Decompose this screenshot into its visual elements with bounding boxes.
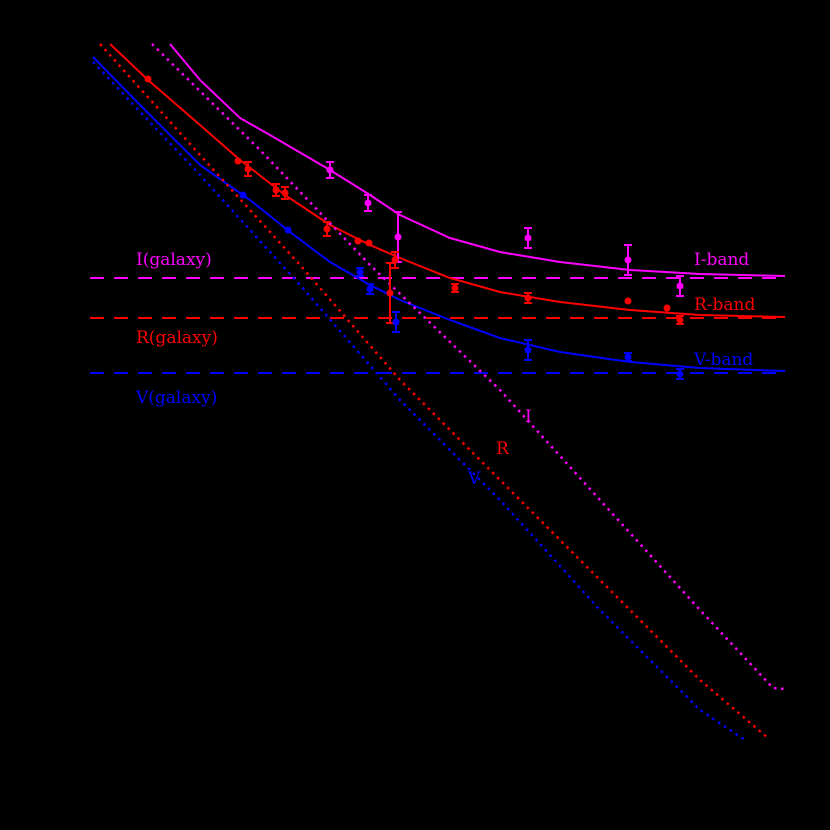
- data-point: [676, 370, 684, 378]
- galaxy-level-label: R(galaxy): [136, 328, 218, 348]
- galaxy-level-lines: [90, 277, 785, 374]
- band-label: V-band: [693, 350, 753, 370]
- afterglow-line: [92, 61, 746, 742]
- data-point: [364, 199, 372, 207]
- data-point: [323, 225, 331, 233]
- data-point: [239, 191, 247, 199]
- fit-curve: [169, 43, 786, 277]
- fit-curve: [109, 43, 786, 318]
- data-point: [326, 166, 334, 174]
- data-point: [663, 304, 671, 312]
- data-point: [624, 297, 632, 305]
- band-label: I-band: [694, 250, 749, 270]
- galaxy-level-label: V(galaxy): [135, 388, 217, 408]
- chart-labels: I(galaxy) R(galaxy) V(galaxy) I-band R-band V…: [135, 250, 756, 489]
- afterglow-label: V: [467, 469, 481, 489]
- galaxy-level-label: I(galaxy): [136, 250, 212, 270]
- data-point: [451, 284, 459, 292]
- data-point: [144, 75, 152, 83]
- fit-curves: [92, 43, 786, 742]
- fit-curve: [92, 56, 786, 372]
- data-point: [624, 353, 632, 361]
- band-label: R-band: [694, 295, 756, 315]
- data-point: [624, 256, 632, 264]
- data-point: [392, 318, 400, 326]
- data-point: [366, 285, 374, 293]
- data-point: [524, 294, 532, 302]
- data-point: [391, 256, 399, 264]
- data-point: [365, 239, 373, 247]
- data-point: [676, 282, 684, 290]
- data-point: [281, 189, 289, 197]
- data-point: [284, 226, 292, 234]
- data-point: [354, 237, 362, 245]
- data-point: [676, 316, 684, 324]
- data-point: [394, 233, 402, 241]
- afterglow-label: I: [525, 407, 532, 427]
- data-point: [524, 346, 532, 354]
- data-points: [144, 75, 684, 380]
- afterglow-label: R: [496, 439, 510, 459]
- afterglow-line: [151, 43, 786, 691]
- data-point: [234, 157, 242, 165]
- data-point: [524, 234, 532, 242]
- data-point: [356, 268, 364, 276]
- data-point: [386, 289, 394, 297]
- data-point: [272, 186, 280, 194]
- data-point: [244, 165, 252, 173]
